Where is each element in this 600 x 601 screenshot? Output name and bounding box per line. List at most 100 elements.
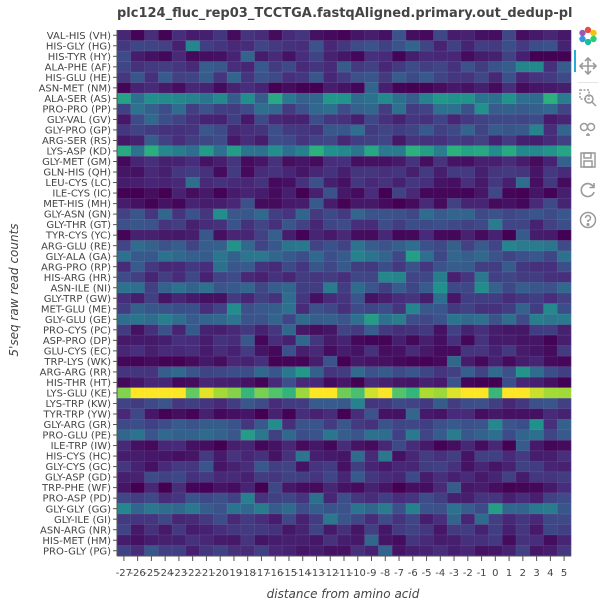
heatmap-cell — [282, 208, 297, 220]
heatmap-cell — [213, 145, 228, 157]
heatmap-cell — [502, 345, 517, 357]
heatmap-cell — [405, 387, 420, 399]
heatmap-cell — [337, 450, 352, 462]
heatmap-cell — [529, 208, 544, 220]
heatmap-cell — [515, 524, 531, 536]
heatmap-cell — [130, 219, 145, 231]
heatmap-cell — [227, 503, 242, 515]
heatmap-cell — [240, 545, 255, 557]
heatmap-cell — [185, 61, 200, 73]
heatmap-cell — [213, 408, 228, 420]
heatmap-cell — [254, 503, 269, 515]
heatmap-cell — [515, 398, 531, 410]
heatmap-cell — [199, 219, 214, 231]
heatmap-cell — [309, 335, 324, 346]
heatmap-cell — [282, 356, 297, 367]
heatmap-cell — [282, 314, 297, 325]
heatmap-cell — [130, 166, 145, 178]
heatmap-cell — [378, 303, 393, 315]
heatmap-cell — [282, 240, 297, 252]
heatmap-cell — [419, 82, 434, 94]
heatmap-cell — [323, 198, 338, 210]
x-tick-label: 1 — [506, 568, 512, 579]
heatmap-cell — [117, 293, 132, 304]
y-tick-label: HIS-GLY (HG) — [46, 41, 111, 52]
heatmap-cell — [405, 229, 420, 241]
heatmap-cell — [557, 408, 572, 420]
heatmap-cell — [502, 208, 517, 220]
heatmap-cell — [227, 177, 242, 189]
heatmap-cell — [268, 229, 283, 241]
wheel-zoom-tool-icon[interactable] — [578, 118, 598, 138]
heatmap-cell — [447, 114, 462, 125]
heatmap-cell — [185, 419, 200, 431]
heatmap-cell — [378, 492, 393, 504]
heatmap-cell — [474, 482, 489, 494]
heatmap-cell — [117, 135, 132, 147]
heatmap-cell — [543, 198, 558, 210]
heatmap-cell — [529, 240, 544, 252]
heatmap-cell — [392, 135, 407, 147]
y-tick-label: GLY-VAL (GV) — [47, 115, 111, 126]
heatmap-cell — [337, 124, 352, 136]
heatmap-cell — [474, 513, 489, 525]
heatmap-cell — [282, 408, 297, 420]
heatmap-cell — [185, 324, 200, 336]
heatmap-cell — [199, 408, 214, 420]
heatmap-cell — [529, 51, 544, 62]
heatmap-cell — [337, 377, 352, 388]
heatmap-cell — [282, 282, 297, 294]
heatmap-cell — [447, 166, 462, 178]
heatmap-cell — [447, 156, 462, 168]
heatmap-cell — [199, 461, 214, 473]
heatmap-cell — [488, 271, 503, 283]
heatmap-cell — [309, 366, 324, 378]
heatmap-cell — [515, 240, 531, 252]
bokeh-logo-icon[interactable] — [578, 26, 598, 46]
heatmap-cell — [268, 124, 283, 136]
save-tool-icon[interactable] — [578, 150, 598, 170]
pan-tool-icon[interactable] — [578, 56, 598, 76]
heatmap-cell — [419, 524, 434, 536]
x-tick-label: -4 — [435, 568, 445, 579]
heatmap-cell — [488, 114, 503, 125]
heatmap-cell — [158, 419, 173, 431]
heatmap-cell — [460, 377, 475, 388]
heatmap-cell — [254, 314, 269, 325]
heatmap-cell — [185, 187, 200, 199]
heatmap-cell — [392, 40, 407, 52]
heatmap-cell — [433, 208, 448, 220]
heatmap-cell — [213, 208, 228, 220]
heatmap-cell — [350, 187, 365, 199]
heatmap-cell — [419, 124, 434, 136]
heatmap-cell — [158, 471, 173, 483]
heatmap-cell — [529, 61, 544, 73]
heatmap-cell — [282, 72, 297, 83]
y-tick-label: GLY-ALA (GA) — [46, 252, 111, 263]
heatmap-cell — [117, 534, 132, 546]
reset-tool-icon[interactable] — [578, 180, 598, 200]
box-zoom-tool-icon[interactable] — [578, 88, 598, 108]
heatmap-cell — [130, 398, 145, 410]
heatmap-cell — [529, 271, 544, 283]
heatmap-cell — [364, 114, 379, 125]
heatmap-cell — [529, 103, 544, 115]
heatmap-cell — [488, 293, 503, 304]
y-tick-label: ALA-SER (AS) — [44, 94, 111, 105]
heatmap-cell — [227, 135, 242, 147]
heatmap-cell — [460, 324, 475, 336]
heatmap-cell — [350, 51, 365, 62]
y-tick-label: ARG-ARG (RR) — [40, 368, 111, 379]
y-tick-label: LYS-TRP (KW) — [45, 399, 111, 410]
heatmap-cell — [350, 314, 365, 325]
heatmap-cell — [199, 513, 214, 525]
heatmap-cell — [227, 324, 242, 336]
heatmap-cell — [337, 524, 352, 536]
x-tick-label: -9 — [367, 568, 377, 579]
heatmap-cell — [158, 93, 173, 104]
heatmap-cell — [185, 177, 200, 189]
help-tool-icon[interactable] — [578, 210, 598, 230]
y-tick-label: ARG-PRO (RP) — [41, 262, 111, 273]
heatmap-cell — [185, 356, 200, 367]
